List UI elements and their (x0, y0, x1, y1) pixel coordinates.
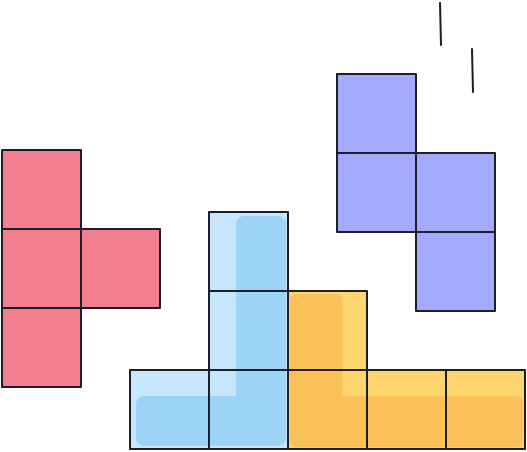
red-t-piece (1, 149, 161, 388)
block (415, 231, 496, 312)
motion-line (439, 2, 442, 46)
block (1, 307, 82, 388)
shade (290, 396, 523, 447)
purple-s-piece (336, 73, 496, 312)
block (445, 369, 526, 450)
block (336, 73, 417, 154)
block (336, 152, 417, 233)
shade (236, 216, 286, 446)
block (1, 228, 82, 309)
block (80, 228, 161, 309)
block (415, 152, 496, 233)
orange-l-piece (287, 290, 526, 450)
shade (136, 396, 286, 446)
motion-lines (439, 2, 474, 93)
block (1, 149, 82, 230)
block (129, 369, 210, 450)
motion-line (471, 48, 474, 93)
